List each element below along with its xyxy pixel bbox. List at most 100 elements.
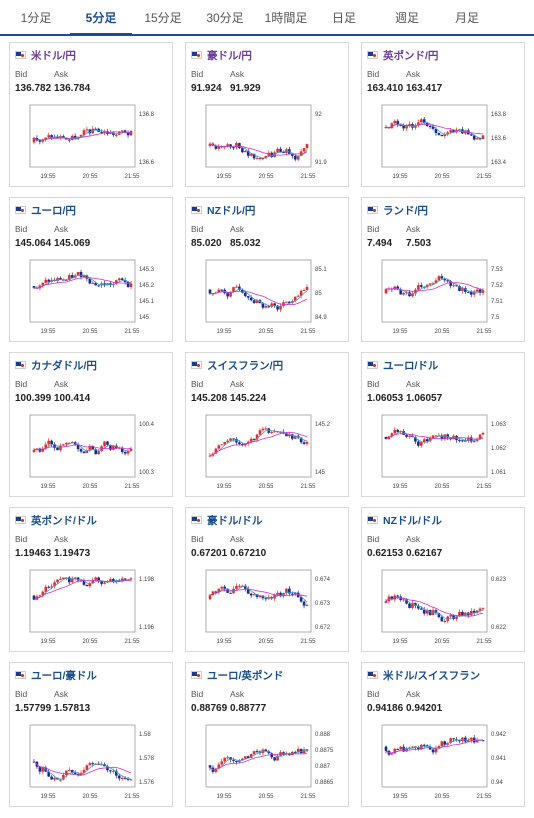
candle-body xyxy=(408,603,411,608)
moving-average-short xyxy=(209,429,308,456)
candle-body xyxy=(431,610,435,616)
pair-name[interactable]: 米ドル/スイスフラン xyxy=(383,669,481,682)
candle-body xyxy=(97,577,100,582)
candlestick-chart: 0.942 0.941 0.94 19:55 20:55 21:55 xyxy=(381,724,507,800)
pair-name[interactable]: ユーロ/円 xyxy=(31,204,76,217)
tab-7[interactable]: 月足 xyxy=(454,11,479,25)
candle-body xyxy=(129,578,133,580)
candle-body xyxy=(267,152,271,156)
y-tick-label: 85 xyxy=(315,291,322,297)
candle-body xyxy=(91,128,95,134)
tab-2[interactable]: 15分足 xyxy=(144,11,182,25)
rate-card[interactable]: 豪ドル/円 Bid Ask 91.924 91.929 92 91.9 19:55 20:55 2… xyxy=(185,42,349,187)
moving-average-long xyxy=(209,588,308,597)
candle-body xyxy=(299,749,303,754)
rate-card[interactable]: ユーロ/英ポンド Bid Ask 0.88769 0.88777 0.888 0.8875 0… xyxy=(185,662,349,807)
candle-body xyxy=(302,289,306,291)
us-ch-flag xyxy=(367,671,378,679)
candlestick-chart: 1.198 1.196 19:55 20:55 21:55 xyxy=(29,569,155,645)
pair-name[interactable]: 米ドル/円 xyxy=(31,49,76,62)
candle-body xyxy=(285,301,288,303)
candles xyxy=(32,758,133,782)
candle-body xyxy=(123,452,127,454)
candle-body xyxy=(264,428,268,430)
rate-card[interactable]: ユーロ/ドル Bid Ask 1.06053 1.06057 1.063 1.062 1.06… xyxy=(361,352,525,497)
ask-label: Ask xyxy=(406,69,421,79)
rate-card[interactable]: ユーロ/豪ドル Bid Ask 1.57799 1.57813 1.58 1.578 1.57… xyxy=(9,662,173,807)
tab-1[interactable]: 5分足 xyxy=(70,0,132,36)
candle-body xyxy=(288,301,291,304)
candle-body xyxy=(276,148,279,153)
candle-body xyxy=(50,135,53,138)
candle-body xyxy=(258,430,262,435)
candle-body xyxy=(402,599,405,601)
pair-name[interactable]: 豪ドル/円 xyxy=(207,49,252,62)
bid-label: Bid xyxy=(191,534,204,544)
candle-body xyxy=(267,596,271,599)
rate-card[interactable]: NZドル/円 Bid Ask 85.020 85.032 85.1 85 84.9 19:55 2… xyxy=(185,197,349,342)
candle-body xyxy=(120,278,124,281)
y-tick-label: 145 xyxy=(139,315,150,321)
rate-card[interactable]: NZドル/ドル Bid Ask 0.62153 0.62167 0.623 0.622 19:… xyxy=(361,507,525,652)
tab-4[interactable]: 1時間足 xyxy=(264,11,308,25)
moving-average-long xyxy=(385,282,484,292)
rate-card[interactable]: 英ポンド/円 Bid Ask 163.410 163.417 163.8 163.6 163.… xyxy=(361,42,525,187)
bid-label: Bid xyxy=(367,689,380,699)
y-tick-label: 1.063 xyxy=(491,422,507,428)
pair-name[interactable]: ランド/円 xyxy=(383,204,428,217)
candle-body xyxy=(305,604,309,606)
x-tick-label: 21:55 xyxy=(300,329,316,335)
ask-label: Ask xyxy=(406,224,421,234)
candle-body xyxy=(97,451,100,455)
moving-average-long xyxy=(210,290,308,306)
pair-name[interactable]: 英ポンド/円 xyxy=(383,49,439,62)
candle-body xyxy=(261,428,265,431)
tab-5[interactable]: 日足 xyxy=(331,11,356,25)
rate-card[interactable]: カナダドル/円 Bid Ask 100.399 100.414 100.4 100.3 19:… xyxy=(9,352,173,497)
candle-body xyxy=(396,286,400,290)
candle-body xyxy=(402,125,405,129)
rate-card-header: NZドル/円 xyxy=(191,204,256,217)
candle-body xyxy=(384,436,388,439)
candle-body xyxy=(129,130,133,136)
y-tick-label: 84.9 xyxy=(315,315,327,321)
pair-name[interactable]: 豪ドル/ドル xyxy=(207,514,263,527)
pair-name[interactable]: NZドル/円 xyxy=(207,204,256,217)
pair-name[interactable]: カナダドル/円 xyxy=(31,359,97,372)
candle-body xyxy=(217,445,221,449)
rate-card[interactable]: スイスフラン/円 Bid Ask 145.208 145.224 145.2 145 19:5… xyxy=(185,352,349,497)
candle-body xyxy=(220,761,224,765)
tab-6[interactable]: 週足 xyxy=(394,11,419,25)
candle-body xyxy=(123,280,127,282)
y-tick-label: 7.52 xyxy=(491,283,503,289)
pair-name[interactable]: NZドル/ドル xyxy=(383,514,442,527)
candlestick-chart: 1.063 1.062 1.061 19:55 20:55 21:55 xyxy=(381,414,507,490)
rate-card-header: 米ドル/スイスフラン xyxy=(367,669,481,682)
rate-card[interactable]: 英ポンド/ドル Bid Ask 1.19463 1.19473 1.198 1.196 19:… xyxy=(9,507,173,652)
candle-body xyxy=(302,601,306,606)
candle-body xyxy=(276,592,279,595)
y-tick-label: 0.673 xyxy=(315,601,331,607)
pair-name[interactable]: ユーロ/英ポンド xyxy=(207,669,284,682)
rate-card[interactable]: 豪ドル/ドル Bid Ask 0.67201 0.67210 0.674 0.673 0.67… xyxy=(185,507,349,652)
candle-body xyxy=(123,130,127,133)
candle-body xyxy=(235,286,238,288)
bid-label: Bid xyxy=(367,379,380,389)
rate-card[interactable]: ユーロ/円 Bid Ask 145.064 145.069 145.3 145.2 145.1… xyxy=(9,197,173,342)
rate-card[interactable]: 米ドル/円 Bid Ask 136.782 136.784 136.8 136.6 19:55… xyxy=(9,42,173,187)
tab-3[interactable]: 30分足 xyxy=(206,11,244,25)
pair-name[interactable]: ユーロ/豪ドル xyxy=(31,669,97,682)
rate-card[interactable]: 米ドル/スイスフラン Bid Ask 0.94186 0.94201 0.942 0.941… xyxy=(361,662,525,807)
ca-jp-flag xyxy=(15,361,26,369)
moving-average-long xyxy=(385,123,484,135)
pair-name[interactable]: 英ポンド/ドル xyxy=(31,514,97,527)
tab-0[interactable]: 1分足 xyxy=(20,11,52,25)
candle-body xyxy=(50,776,53,780)
chart-frame xyxy=(29,259,136,323)
pair-name[interactable]: ユーロ/ドル xyxy=(383,359,439,372)
rate-card[interactable]: ランド/円 Bid Ask 7.494 7.503 7.53 7.52 7.51 7.5 19:5… xyxy=(361,197,525,342)
candle-body xyxy=(437,746,441,749)
candle-body xyxy=(226,293,229,297)
pair-name[interactable]: スイスフラン/円 xyxy=(207,359,284,372)
candle-body xyxy=(467,291,470,293)
